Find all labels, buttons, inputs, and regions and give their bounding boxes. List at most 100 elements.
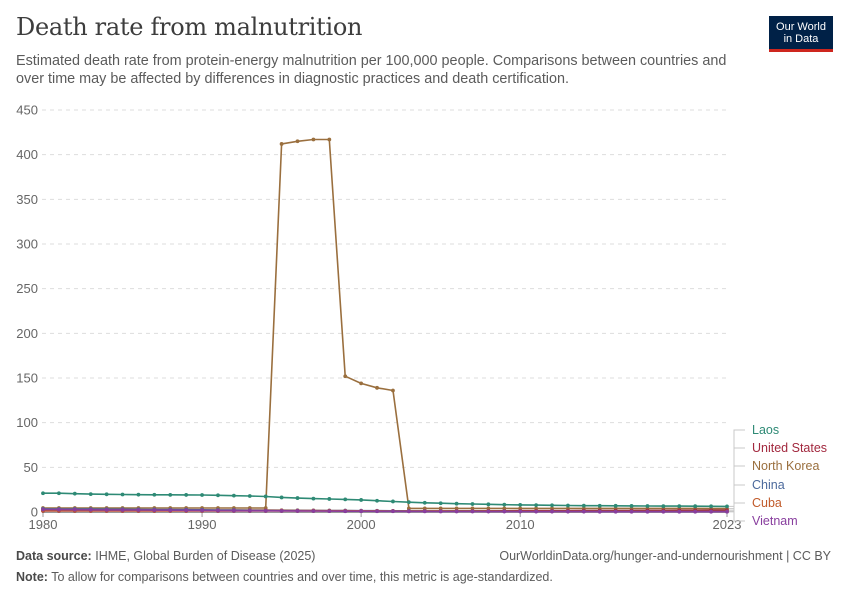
- data-point: [406, 509, 411, 514]
- y-tick-label: 200: [16, 326, 38, 341]
- data-point: [486, 502, 491, 507]
- data-point: [247, 494, 252, 498]
- data-point: [375, 385, 379, 390]
- series-label: Cuba: [752, 496, 782, 510]
- data-point: [295, 139, 300, 144]
- data-point: [375, 498, 379, 503]
- data-point: [57, 507, 61, 512]
- x-tick-label: 2000: [347, 517, 376, 532]
- data-point: [184, 508, 189, 513]
- data-point: [120, 508, 125, 512]
- series-label: North Korea: [752, 459, 819, 473]
- data-point: [502, 509, 507, 514]
- data-point: [581, 503, 586, 508]
- note-label: Note:: [16, 570, 48, 584]
- y-tick-label: 50: [24, 460, 38, 475]
- data-point: [295, 509, 300, 513]
- data-point: [645, 504, 650, 508]
- data-point: [136, 508, 141, 512]
- series-label: Vietnam: [752, 514, 798, 528]
- data-point: [391, 509, 395, 514]
- data-point: [391, 388, 395, 393]
- series-label: United States: [752, 441, 827, 455]
- data-point: [677, 509, 682, 514]
- data-point: [279, 142, 284, 146]
- data-point: [613, 503, 618, 508]
- y-tick-label: 150: [16, 371, 38, 386]
- series-line-vietnam: [42, 508, 727, 513]
- data-point: [422, 500, 427, 505]
- data-point: [104, 492, 109, 497]
- data-point: [725, 504, 729, 509]
- series-label: Laos: [752, 423, 779, 437]
- data-point: [550, 503, 554, 508]
- data-point: [629, 509, 634, 514]
- source-url-link[interactable]: OurWorldinData.org/hunger-and-undernouri…: [499, 549, 831, 563]
- series-label: China: [752, 478, 785, 492]
- data-point: [502, 502, 507, 507]
- data-point: [645, 509, 650, 514]
- data-point: [391, 499, 395, 504]
- label-connector: [729, 447, 745, 511]
- data-point: [88, 507, 93, 512]
- data-point: [709, 509, 713, 514]
- data-point: [279, 508, 284, 513]
- data-source: Data source: IHME, Global Burden of Dise…: [16, 549, 315, 563]
- data-point: [438, 501, 443, 506]
- data-point: [550, 509, 554, 514]
- data-point: [327, 497, 332, 501]
- data-point: [136, 492, 141, 497]
- data-point: [231, 493, 236, 498]
- data-point: [677, 504, 682, 509]
- chart-note: Note: To allow for comparisons between c…: [16, 570, 553, 584]
- logo-line-1: Our World: [776, 21, 826, 33]
- data-point: [359, 498, 364, 502]
- y-tick-label: 0: [31, 505, 38, 520]
- data-point: [343, 497, 348, 502]
- data-point: [279, 495, 284, 500]
- data-source-text: IHME, Global Burden of Disease (2025): [95, 549, 316, 563]
- x-tick-label: 2010: [506, 517, 535, 532]
- chart-title: Death rate from malnutrition: [16, 13, 363, 41]
- series-line-laos: [43, 492, 728, 508]
- label-connector: [729, 511, 745, 522]
- data-point: [184, 493, 189, 497]
- data-point: [200, 493, 204, 497]
- data-point: [486, 509, 491, 514]
- y-tick-label: 100: [16, 415, 38, 430]
- data-point: [343, 374, 348, 379]
- series-line-north-korea: [43, 138, 727, 510]
- data-point: [534, 509, 539, 514]
- label-connector: [729, 465, 745, 510]
- data-point: [120, 492, 125, 497]
- label-connector: [729, 429, 745, 507]
- data-point: [693, 504, 698, 509]
- data-point: [359, 381, 364, 386]
- data-point: [311, 137, 316, 142]
- data-point: [295, 496, 300, 500]
- y-tick-label: 400: [16, 147, 38, 162]
- data-point: [57, 491, 61, 496]
- data-point: [263, 508, 268, 513]
- data-point: [470, 502, 475, 506]
- data-point: [629, 504, 634, 508]
- data-point: [534, 503, 539, 508]
- data-point: [438, 509, 443, 514]
- data-point: [581, 509, 586, 514]
- data-point: [597, 503, 602, 508]
- data-point: [566, 509, 570, 514]
- chart-subtitle: Estimated death rate from protein-energy…: [16, 53, 727, 87]
- y-tick-label: 250: [16, 281, 38, 296]
- data-point: [359, 509, 364, 514]
- data-point: [518, 509, 523, 514]
- data-point: [41, 491, 45, 496]
- data-point: [41, 507, 45, 512]
- data-point: [661, 504, 666, 509]
- data-point: [311, 509, 316, 513]
- data-point: [216, 508, 220, 513]
- data-point: [422, 509, 427, 514]
- data-point: [725, 509, 729, 514]
- y-tick-label: 350: [16, 192, 38, 207]
- data-point: [231, 508, 236, 513]
- owid-logo[interactable]: Our World in Data: [769, 16, 833, 52]
